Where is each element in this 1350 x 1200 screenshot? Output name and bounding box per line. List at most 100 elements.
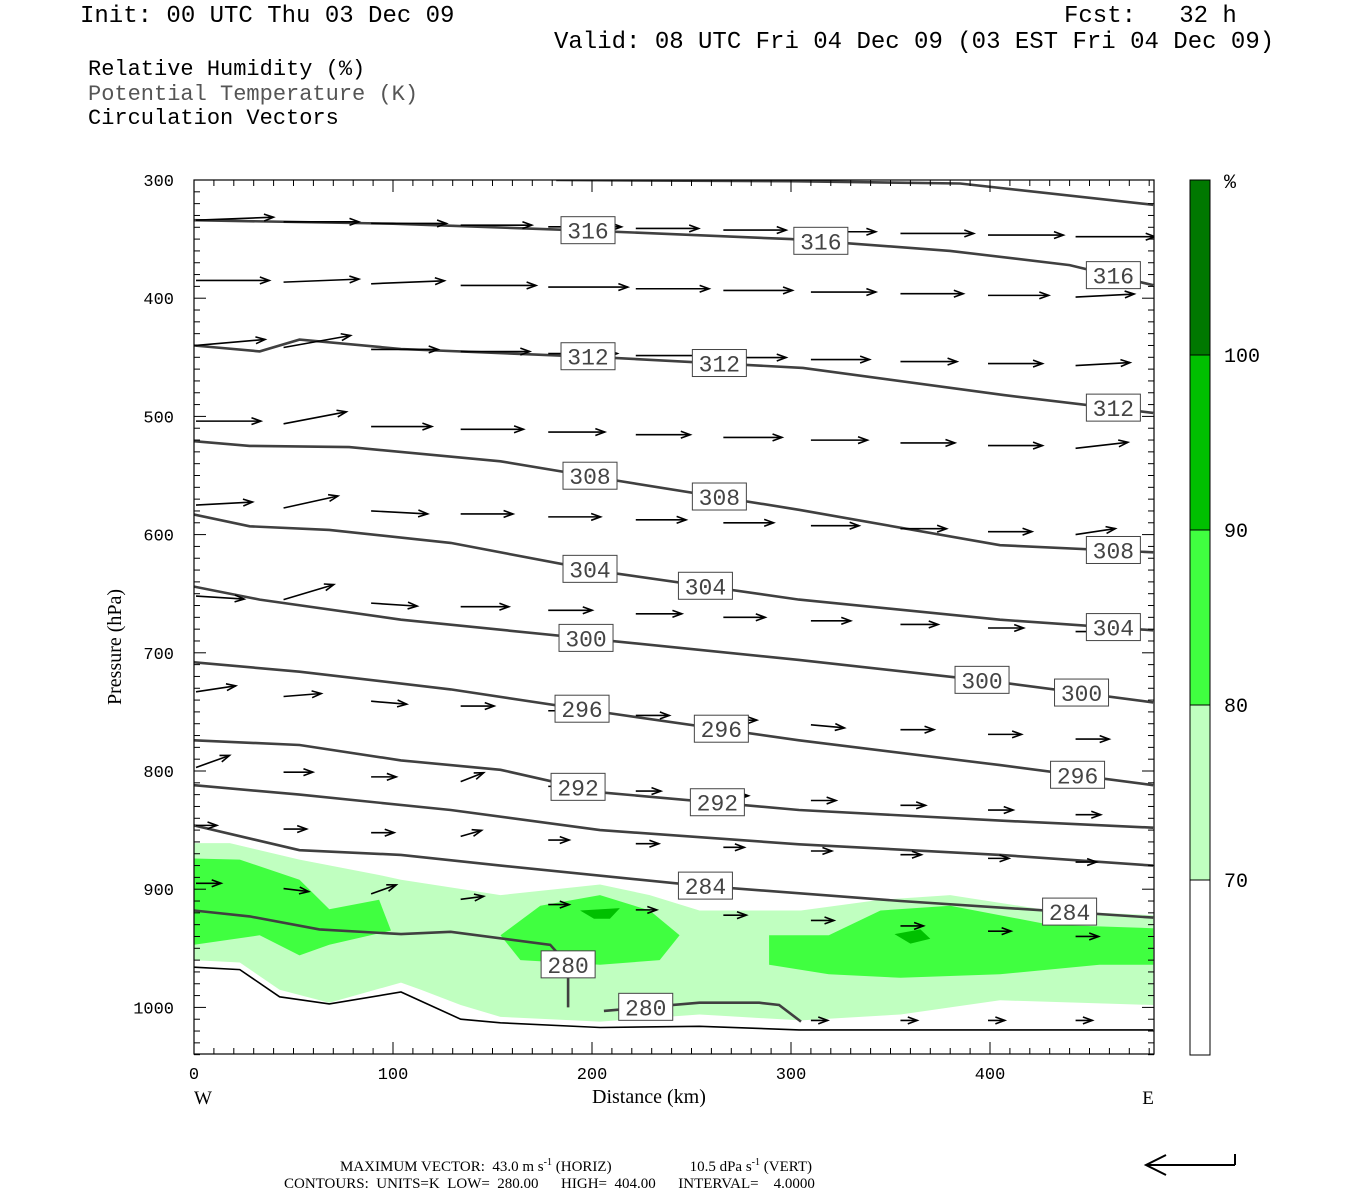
circulation-vector: [988, 359, 1045, 368]
circulation-vector: [283, 217, 362, 227]
contour-label-box: [1042, 897, 1098, 926]
vector-shaft: [283, 495, 339, 509]
vector-head: [298, 886, 311, 895]
circulation-vector: [195, 594, 247, 603]
contour-label: 304: [685, 575, 726, 601]
theta-contour-284: [194, 824, 1154, 919]
contour-label-box: [560, 216, 616, 245]
vector-head: [340, 332, 353, 342]
vector-head: [384, 828, 397, 837]
contour-label: 300: [565, 627, 606, 653]
contour-label-box: [689, 788, 745, 817]
circulation-vector: [810, 722, 847, 732]
vector-head: [995, 1016, 1008, 1025]
circulation-vector: [1075, 439, 1131, 450]
vector-shaft: [195, 754, 230, 769]
circulation-vector: [1075, 232, 1154, 241]
vector-shaft: [283, 583, 335, 601]
circulation-vector: [900, 524, 949, 533]
circulation-vector: [988, 927, 1014, 936]
colorbar-segment: [1189, 879, 1211, 1056]
contour-label-box: [540, 950, 596, 979]
vector-head: [522, 220, 535, 230]
theta-contour-304: [194, 513, 1154, 632]
vector-head: [866, 287, 879, 297]
vector-head: [1001, 927, 1014, 936]
circulation-vector: [283, 824, 309, 834]
vector-shaft: [371, 700, 407, 706]
circulation-vector: [371, 509, 430, 518]
vector-head: [1039, 291, 1052, 300]
vector-head: [649, 839, 662, 848]
vector-head: [907, 1016, 920, 1025]
vector-head: [1032, 441, 1045, 450]
forecast-hour: Fcst: 32 h: [1064, 3, 1237, 30]
circulation-vector: [196, 821, 220, 830]
circulation-vector: [988, 441, 1045, 450]
circulation-vector: [1075, 932, 1101, 941]
circulation-vector: [460, 281, 539, 290]
circulation-vector: [371, 699, 410, 708]
vector-head: [251, 416, 264, 426]
circulation-vector: [810, 521, 862, 530]
east-label: E: [1142, 1088, 1154, 1109]
circulation-vector: [371, 276, 447, 286]
contour-label: 300: [1061, 682, 1102, 708]
colorbar-segment: [1189, 179, 1211, 356]
circulation-vector: [195, 336, 268, 347]
theta-contour-308: [194, 439, 1154, 554]
theta-contour-292: [194, 739, 1154, 829]
circulation-vector: [988, 291, 1052, 300]
circulation-vector: [635, 786, 664, 796]
vector-head: [590, 512, 603, 522]
circulation-vector: [1075, 810, 1104, 819]
vector-head: [1120, 358, 1133, 368]
legend-vectors: Circulation Vectors: [88, 106, 339, 131]
circulation-vector: [1075, 857, 1099, 867]
vector-shaft: [370, 884, 397, 895]
circulation-vector: [810, 287, 879, 297]
circulation-vector: [900, 1016, 920, 1025]
vector-head: [255, 336, 268, 345]
theta-contour-316: [194, 218, 1154, 287]
contour-label: 308: [1093, 539, 1134, 565]
vector-shaft: [460, 829, 482, 838]
vector-head: [386, 884, 399, 892]
vector-head: [672, 609, 685, 618]
circulation-vector: [723, 910, 749, 920]
circulation-vector: [460, 220, 535, 230]
vert-value: 10.5 dPa s: [689, 1159, 752, 1175]
vector-head: [928, 620, 941, 629]
vector-head: [747, 715, 760, 725]
exp: -1: [543, 1157, 552, 1168]
circulation-vector: [900, 801, 928, 810]
vector-head: [436, 219, 449, 228]
vector-head: [263, 213, 276, 222]
contour-label: 316: [567, 220, 608, 246]
vector-shaft: [1075, 441, 1128, 450]
vector-head: [499, 602, 512, 611]
circulation-vector: [988, 730, 1024, 739]
vert-tag: (VERT): [763, 1159, 813, 1175]
contour-label: 304: [1093, 617, 1134, 643]
contour-label-box: [693, 714, 749, 743]
theta-contour-320: [556, 180, 1154, 207]
vector-shaft: [195, 595, 245, 600]
vector-head: [647, 905, 660, 915]
y-tick-label: 300: [143, 173, 174, 192]
vector-shaft: [283, 887, 309, 893]
vector-head: [1124, 290, 1137, 299]
circulation-vector: [1075, 1016, 1095, 1025]
circulation-vector: [635, 839, 662, 848]
x-axis-label: Distance (km): [592, 1086, 706, 1108]
circulation-vector: [283, 275, 362, 284]
contour-label-box: [691, 349, 747, 378]
vector-head: [953, 289, 966, 298]
circulation-vector: [1075, 734, 1112, 744]
circulation-vector: [371, 219, 449, 228]
contour-label-box: [550, 772, 606, 801]
vector-shaft: [283, 334, 351, 349]
circulation-vector: [460, 701, 497, 711]
circulation-vector: [371, 828, 397, 837]
vector-head: [471, 828, 484, 837]
